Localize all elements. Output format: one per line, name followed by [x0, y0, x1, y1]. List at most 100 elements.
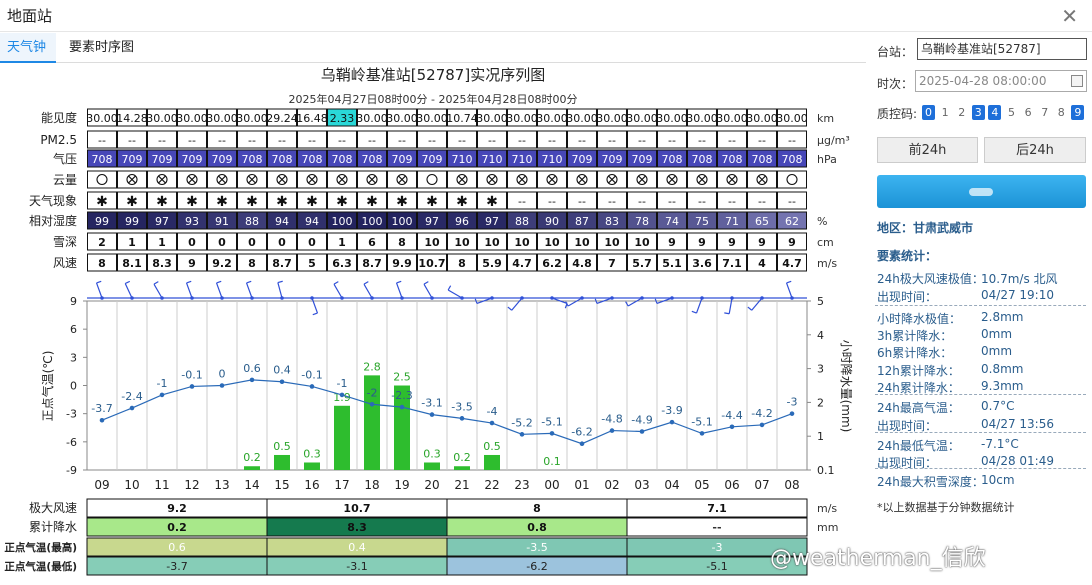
qc-code-3[interactable]: 3	[971, 105, 985, 120]
tab-weather-clock[interactable]: 天气钟	[0, 33, 56, 63]
cell-bg	[327, 211, 357, 230]
time-field[interactable]: 2025-04-28 08:00:00	[915, 70, 1087, 92]
wind-dot	[400, 296, 404, 300]
tab-element-timeseries[interactable]: 要素时序图	[69, 40, 135, 55]
cell-bg	[387, 108, 417, 127]
row-label: 气压	[53, 151, 77, 166]
cell-value: 87	[575, 215, 589, 228]
wind-feather	[277, 280, 283, 284]
query-button[interactable]	[877, 175, 1086, 208]
cell-value: 9.9	[392, 257, 412, 270]
snow-icon: ✱	[426, 194, 438, 210]
query-button-label-blurred	[969, 188, 993, 196]
close-icon[interactable]: ✕	[1061, 4, 1078, 28]
stat-value: 04/27 19:10	[981, 288, 1054, 302]
temp-label: -2	[367, 386, 378, 399]
precip-bar	[304, 462, 320, 470]
qc-code-7[interactable]: 7	[1041, 106, 1049, 119]
cell-value: 29.24	[266, 112, 298, 125]
temp-label: -3	[787, 396, 798, 409]
temp-point	[99, 417, 105, 423]
cell-bg	[177, 130, 207, 149]
cell-bg	[417, 253, 447, 272]
cell-bg	[87, 130, 117, 149]
cell-value: 88	[515, 215, 529, 228]
cell-value: 710	[482, 153, 503, 166]
cell-value: --	[308, 134, 316, 147]
cell-bg	[87, 191, 117, 210]
next-24h-button[interactable]: 后24h	[984, 137, 1086, 163]
cell-bg	[417, 191, 447, 210]
wind-feather	[786, 280, 792, 284]
cell-bg	[597, 191, 627, 210]
cell-value: 709	[122, 153, 143, 166]
cell-bg	[537, 253, 567, 272]
qc-code-5[interactable]: 5	[1008, 106, 1015, 119]
x-tick: 23	[514, 478, 529, 492]
cell-bg	[117, 191, 147, 210]
qc-code-1[interactable]: 1	[941, 106, 949, 119]
stat-value: 0mm	[981, 327, 1013, 341]
cell-bg	[297, 253, 327, 272]
qc-code-6[interactable]: 6	[1024, 106, 1032, 119]
cloud-icon	[786, 173, 798, 186]
cell-value: 30.00	[686, 112, 718, 125]
cloud-icon	[666, 173, 678, 186]
cell-value: 708	[782, 153, 803, 166]
cell-bg	[777, 232, 807, 251]
temp-point	[459, 416, 465, 421]
cell-value: 78	[635, 215, 649, 228]
cell-value: --	[218, 134, 226, 147]
cell-bg	[687, 253, 717, 272]
cell-bg	[717, 130, 747, 149]
cell-value: --	[758, 134, 766, 147]
cell-bg	[627, 149, 657, 168]
qc-code-9[interactable]: 9	[1071, 105, 1085, 120]
wind-dot	[700, 296, 704, 300]
temp-point	[249, 377, 255, 383]
temp-point	[609, 428, 615, 433]
calendar-icon[interactable]	[1071, 75, 1083, 87]
wind-barb	[333, 283, 343, 299]
wind-dot	[490, 296, 494, 300]
x-tick: 08	[784, 478, 799, 492]
stat-value: 9.3mm	[981, 379, 1024, 393]
summary-value: -3	[712, 541, 723, 554]
cell-bg	[207, 211, 237, 230]
prev-24h-button[interactable]: 前24h	[877, 137, 978, 163]
wind-barb	[277, 282, 283, 299]
cell-bg	[597, 149, 627, 168]
x-tick: 16	[304, 478, 319, 492]
cell-value: --	[428, 134, 436, 147]
cell-value: 100	[332, 215, 353, 228]
cell-value: 91	[215, 215, 229, 228]
cell-bg	[687, 108, 717, 127]
cell-value: --	[158, 134, 166, 147]
temp-point	[429, 412, 435, 417]
cloud-cross-icon	[578, 175, 586, 184]
cell-bg	[417, 170, 447, 189]
cloud-cross-icon	[398, 175, 406, 184]
cell-value: 30.00	[146, 112, 178, 125]
precip-label: 0.3	[423, 447, 441, 460]
qc-code-4[interactable]: 4	[988, 105, 1002, 120]
cell-value: 97	[425, 215, 439, 228]
qc-code-0[interactable]: 0	[922, 105, 935, 120]
qc-code-2[interactable]: 2	[958, 106, 966, 119]
cloud-icon	[606, 173, 618, 186]
cell-bg	[537, 130, 567, 149]
cell-bg	[777, 191, 807, 210]
cell-bg	[477, 232, 507, 251]
cell-value: 90	[545, 215, 559, 228]
x-tick: 06	[724, 478, 739, 492]
cell-bg	[567, 232, 597, 251]
wind-barb	[395, 282, 403, 299]
cloud-icon	[756, 173, 768, 186]
qc-code-8[interactable]: 8	[1057, 106, 1065, 119]
cell-value: --	[248, 134, 256, 147]
cell-bg	[267, 149, 297, 168]
cell-value: 30.00	[716, 112, 748, 125]
station-field[interactable]: 乌鞘岭基准站[52787]	[917, 38, 1087, 60]
y-tick-right: 5	[817, 295, 824, 308]
cell-bg	[387, 130, 417, 149]
